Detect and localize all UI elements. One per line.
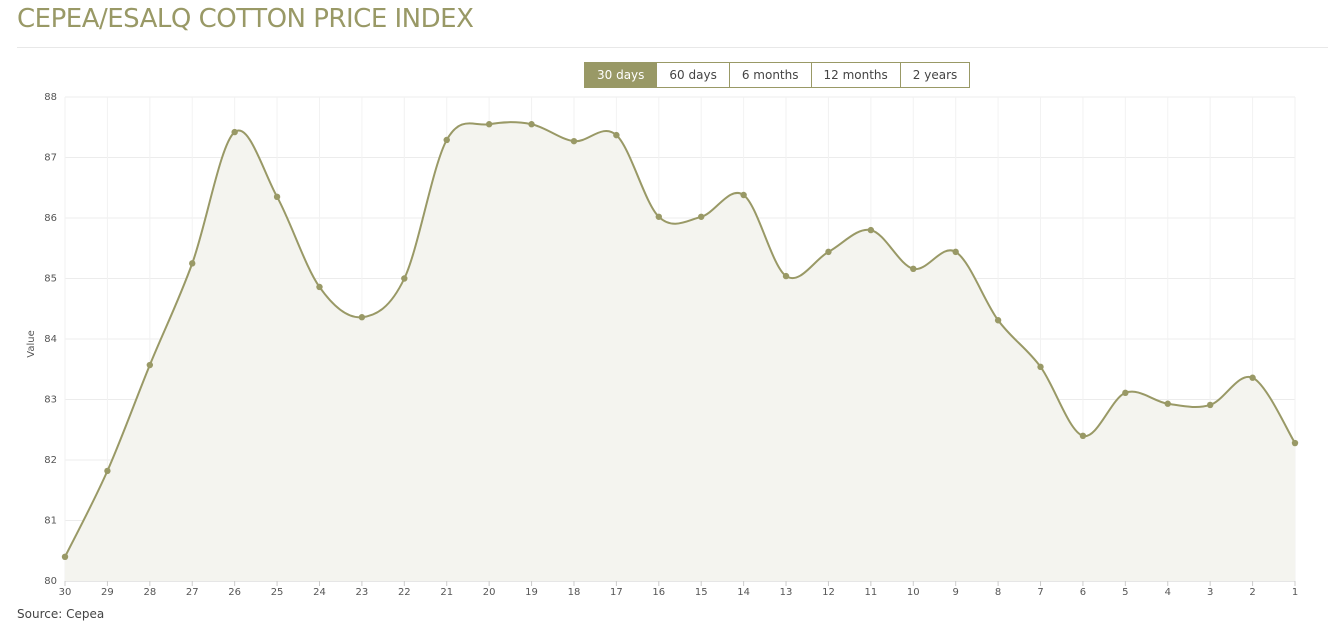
- point: [401, 275, 408, 282]
- x-tick-label: 23: [356, 587, 369, 598]
- x-tick-label: 9: [953, 587, 959, 598]
- area: [65, 122, 1295, 581]
- x-tick-label: 5: [1122, 587, 1128, 598]
- point: [358, 314, 366, 321]
- point: [740, 191, 747, 199]
- point: [1206, 401, 1214, 409]
- x-tick-label: 6: [1080, 587, 1086, 598]
- range-button[interactable]: 6 months: [728, 62, 812, 88]
- point: [273, 193, 281, 201]
- y-tick-label: 80: [44, 576, 57, 587]
- range-selector: 30 days 60 days 6 months 12 months 2 years: [584, 62, 971, 88]
- range-button[interactable]: 2 years: [899, 62, 971, 88]
- point: [61, 553, 69, 560]
- x-tick-label: 4: [1165, 587, 1171, 598]
- x-tick-label: 15: [695, 587, 708, 598]
- y-tick-label: 81: [44, 516, 57, 527]
- point: [189, 260, 196, 267]
- source: Source: Cepea: [17, 607, 105, 621]
- point: [443, 136, 450, 144]
- x-tick-label: 29: [101, 587, 114, 598]
- x-tick-label: 8: [995, 587, 1001, 598]
- range-button[interactable]: 12 months: [810, 62, 901, 88]
- x-tick-label: 21: [440, 587, 453, 598]
- y-tick-label: 84: [44, 334, 57, 345]
- point: [1037, 363, 1044, 371]
- x-tick-label: 2: [1249, 587, 1255, 598]
- point: [910, 265, 917, 273]
- point: [867, 226, 875, 234]
- x-tick-label: 17: [610, 587, 623, 598]
- point: [485, 121, 493, 128]
- range-button[interactable]: 30 days: [584, 62, 658, 88]
- point: [316, 283, 323, 291]
- point: [146, 361, 154, 369]
- x-tick-label: 7: [1037, 587, 1043, 598]
- x-tick-label: 24: [313, 587, 326, 598]
- point: [1249, 374, 1256, 381]
- point: [1291, 439, 1299, 447]
- x-tick-label: 16: [652, 587, 665, 598]
- y-tick-label: 82: [44, 455, 57, 466]
- point: [528, 121, 535, 128]
- point: [782, 272, 790, 280]
- x-tick-label: 28: [143, 587, 156, 598]
- point: [570, 137, 578, 145]
- x-tick-label: 22: [398, 587, 411, 598]
- x-tick-label: 18: [568, 587, 581, 598]
- x-tick-label: 19: [525, 587, 538, 598]
- point: [952, 248, 959, 256]
- range-button[interactable]: 60 days: [656, 62, 730, 88]
- y-tick-label: 83: [44, 395, 57, 406]
- x-tick-label: 12: [822, 587, 835, 598]
- point: [698, 213, 705, 220]
- x-tick-label: 11: [864, 587, 877, 598]
- divider: [17, 47, 1328, 48]
- y-axis-label: Value: [26, 330, 37, 357]
- x-tick-label: 13: [780, 587, 793, 598]
- x-tick-label: 10: [907, 587, 920, 598]
- page-title: CEPEA/ESALQ COTTON PRICE INDEX: [17, 4, 474, 34]
- x-tick-label: 1: [1292, 587, 1298, 598]
- point: [613, 131, 620, 139]
- x-tick-label: 27: [186, 587, 199, 598]
- x-tick-label: 14: [737, 587, 750, 598]
- point: [994, 317, 1002, 324]
- x-tick-label: 25: [271, 587, 284, 598]
- point: [104, 467, 111, 475]
- point: [1122, 389, 1129, 397]
- y-tick-label: 88: [44, 92, 57, 103]
- point: [655, 213, 662, 220]
- point: [1079, 432, 1087, 439]
- x-tick-label: 26: [228, 587, 241, 598]
- x-tick-label: 3: [1207, 587, 1213, 598]
- y-tick-label: 86: [44, 213, 57, 224]
- y-tick-label: 87: [44, 153, 57, 164]
- y-tick-label: 85: [44, 274, 57, 285]
- point: [231, 128, 238, 136]
- point: [825, 248, 832, 256]
- x-tick-label: 20: [483, 587, 496, 598]
- x-tick-label: 30: [59, 587, 72, 598]
- point: [1164, 400, 1171, 407]
